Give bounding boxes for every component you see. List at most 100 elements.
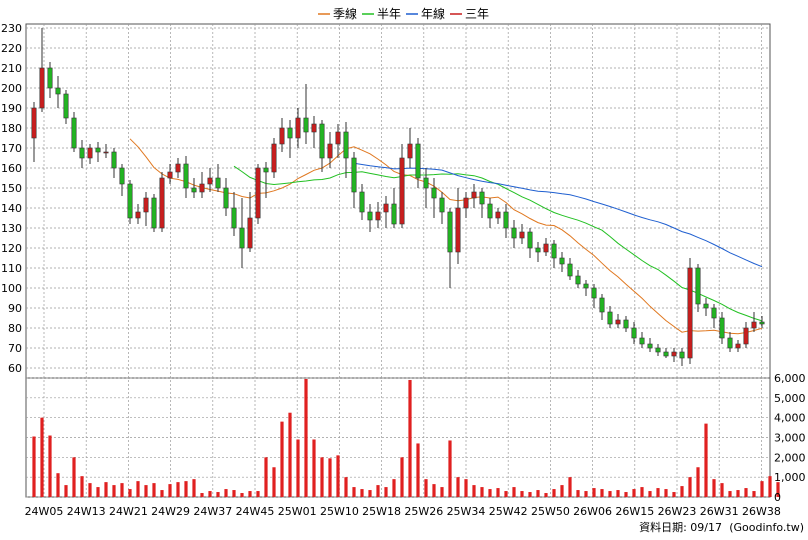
candle-down: [239, 227, 245, 249]
volume-bar: [216, 492, 220, 497]
candle-up: [87, 147, 93, 159]
volume-bar: [624, 492, 628, 497]
volume-bar: [400, 457, 404, 497]
candle-down: [655, 347, 661, 353]
volume-bar: [584, 491, 588, 497]
volume-bar: [736, 490, 740, 497]
volume-bar: [328, 458, 332, 497]
volume-bar: [88, 483, 92, 497]
volume-bar: [48, 435, 52, 497]
volume-bar: [552, 489, 556, 497]
volume-bar: [752, 491, 756, 497]
candle-down: [575, 275, 581, 285]
volume-bar: [176, 482, 180, 497]
x-tick-label: 25W34: [447, 505, 486, 518]
volume-bar: [272, 467, 276, 497]
x-tick-label: 24W37: [193, 505, 232, 518]
volume-bar: [720, 483, 724, 497]
price-tick-label: 100: [1, 282, 22, 295]
volume-bar: [520, 491, 524, 497]
candle-up: [471, 191, 477, 199]
price-tick-label: 190: [1, 102, 22, 115]
volume-bar: [392, 479, 396, 497]
volume-bar: [408, 379, 412, 497]
candle-down: [727, 337, 733, 349]
volume-bar: [184, 481, 188, 497]
candle-down: [631, 327, 637, 339]
volume-bar: [344, 477, 348, 497]
candle-down: [759, 321, 765, 325]
volume-bar: [496, 488, 500, 497]
candle-up: [255, 167, 261, 219]
volume-bar: [360, 489, 364, 497]
price-tick-label: 70: [8, 342, 22, 355]
volume-bar: [504, 491, 508, 497]
volume-tick-label: 2,000: [774, 451, 806, 464]
volume-bar: [712, 479, 716, 497]
candle-down: [591, 287, 597, 299]
volume-bar: [312, 439, 316, 497]
volume-bars: [32, 378, 780, 497]
candle-up: [327, 143, 333, 159]
candle-up: [519, 231, 525, 239]
x-tick-label: 24W45: [236, 505, 275, 518]
candle-down: [511, 227, 517, 239]
candle-down: [47, 67, 53, 89]
candle-down: [263, 167, 269, 173]
volume-bar: [160, 490, 164, 497]
volume-bar: [232, 490, 236, 497]
price-tick-label: 160: [1, 162, 22, 175]
candle-down: [79, 147, 85, 159]
volume-bar: [776, 482, 780, 497]
volume-bar: [592, 488, 596, 497]
volume-bar: [768, 476, 772, 497]
candle-down: [559, 257, 565, 265]
volume-bar: [288, 412, 292, 497]
volume-bar: [672, 492, 676, 497]
candle-up: [687, 267, 693, 359]
candle-down: [623, 319, 629, 329]
legend-item: 年線: [421, 6, 445, 21]
volume-bar: [104, 482, 108, 497]
x-tick-label: 25W01: [278, 505, 317, 518]
candle-down: [527, 231, 533, 249]
candle-down: [439, 197, 445, 213]
candle-down: [679, 351, 685, 359]
volume-bar: [576, 490, 580, 497]
volume-axis-labels: 0 1,000 2,000 3,000 4,000 5,000 6,000: [774, 372, 806, 504]
volume-bar: [376, 485, 380, 497]
price-tick-label: 170: [1, 142, 22, 155]
volume-bar: [424, 479, 428, 497]
candle-up: [143, 197, 149, 213]
volume-tick-label: 1,000: [774, 471, 806, 484]
volume-bar: [240, 493, 244, 497]
price-tick-label: 60: [8, 362, 22, 375]
candle-up: [399, 157, 405, 225]
volume-bar: [696, 467, 700, 497]
candle-down: [71, 117, 77, 149]
x-tick-label: 25W42: [489, 505, 528, 518]
x-tick-label: 26W38: [742, 505, 781, 518]
candle-down: [599, 297, 605, 313]
candle-down: [183, 163, 189, 189]
x-tick-label: 25W50: [531, 505, 570, 518]
date-label: 資料日期: 09/17: [639, 520, 722, 534]
candle-down: [695, 267, 701, 305]
volume-bar: [536, 490, 540, 497]
volume-bar: [152, 483, 156, 497]
candle-down: [639, 337, 645, 345]
candle-down: [567, 263, 573, 277]
price-tick-label: 150: [1, 182, 22, 195]
candle-down: [415, 143, 421, 179]
candle-down: [703, 303, 709, 309]
candle-down: [607, 311, 613, 325]
x-tick-label: 24W29: [151, 505, 190, 518]
volume-bar: [384, 487, 388, 497]
candle-down: [127, 183, 133, 219]
volume-bar: [456, 477, 460, 497]
volume-bar: [632, 489, 636, 497]
volume-bar: [480, 487, 484, 497]
volume-bar: [600, 489, 604, 497]
candle-down: [479, 191, 485, 205]
candlesticks: [31, 28, 765, 366]
